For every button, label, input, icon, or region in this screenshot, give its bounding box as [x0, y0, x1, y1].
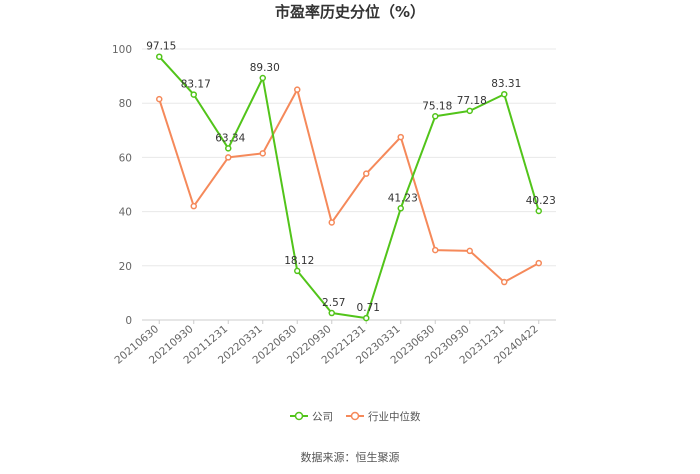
- data-point: [190, 202, 197, 210]
- data-label: 83.31: [491, 78, 521, 90]
- series-group: 97.15 83.17 63.34 89.30 18.12 2.57 0.71 41.23 75…: [146, 41, 556, 322]
- data-point: [535, 259, 542, 267]
- series-line: [158, 56, 540, 320]
- data-label: 0.71: [357, 302, 380, 314]
- data-point: [328, 309, 335, 317]
- legend-swatch-marker: [294, 411, 304, 421]
- data-label: 97.15: [146, 41, 176, 53]
- data-point: [259, 150, 266, 157]
- data-label: 40.23: [526, 195, 556, 207]
- chart-title: 市盈率历史分位（%）: [275, 3, 425, 21]
- data-point: [466, 247, 473, 255]
- data-point: [535, 207, 542, 215]
- data-point: [294, 86, 301, 93]
- grid-lines: [142, 48, 556, 321]
- y-tick-label: 0: [125, 315, 132, 327]
- data-point: [363, 170, 370, 177]
- y-tick-label: 20: [119, 261, 132, 273]
- y-tick-label: 60: [119, 152, 132, 164]
- data-point: [501, 90, 508, 98]
- data-point: [466, 107, 473, 115]
- y-tick-label: 100: [112, 44, 132, 56]
- data-label: 63.34: [215, 132, 245, 144]
- legend: 公司 行业中位数: [290, 410, 421, 423]
- legend-swatch-marker: [350, 411, 360, 421]
- y-tick-label: 40: [119, 207, 132, 219]
- data-point: [259, 74, 266, 82]
- legend-label: 行业中位数: [368, 410, 421, 423]
- data-point: [190, 91, 197, 98]
- data-point: [397, 205, 404, 212]
- data-point: [225, 154, 232, 161]
- data-label: 2.57: [322, 297, 345, 309]
- data-point: [156, 53, 163, 60]
- data-point: [156, 95, 163, 103]
- source-note: 数据来源：恒生聚源: [301, 450, 400, 464]
- y-tick-label: 80: [119, 98, 132, 110]
- data-point: [397, 133, 404, 141]
- y-axis: 0 20 40 60 80 100: [112, 44, 132, 327]
- data-label: 18.12: [284, 255, 314, 267]
- data-point: [294, 267, 301, 275]
- legend-label: 公司: [312, 411, 333, 423]
- data-point: [432, 113, 439, 120]
- data-label: 83.17: [181, 79, 211, 91]
- data-label: 89.30: [250, 62, 280, 74]
- series-line: [158, 88, 540, 284]
- data-point: [328, 219, 335, 226]
- data-label: 41.23: [388, 192, 418, 204]
- data-label: 77.18: [457, 95, 487, 107]
- data-point: [225, 145, 232, 152]
- data-point: [363, 314, 370, 322]
- x-axis: 2021063020210930202112312022033120220630…: [113, 320, 541, 367]
- data-label: 75.18: [422, 100, 452, 112]
- data-point: [432, 246, 439, 254]
- data-point: [501, 278, 508, 286]
